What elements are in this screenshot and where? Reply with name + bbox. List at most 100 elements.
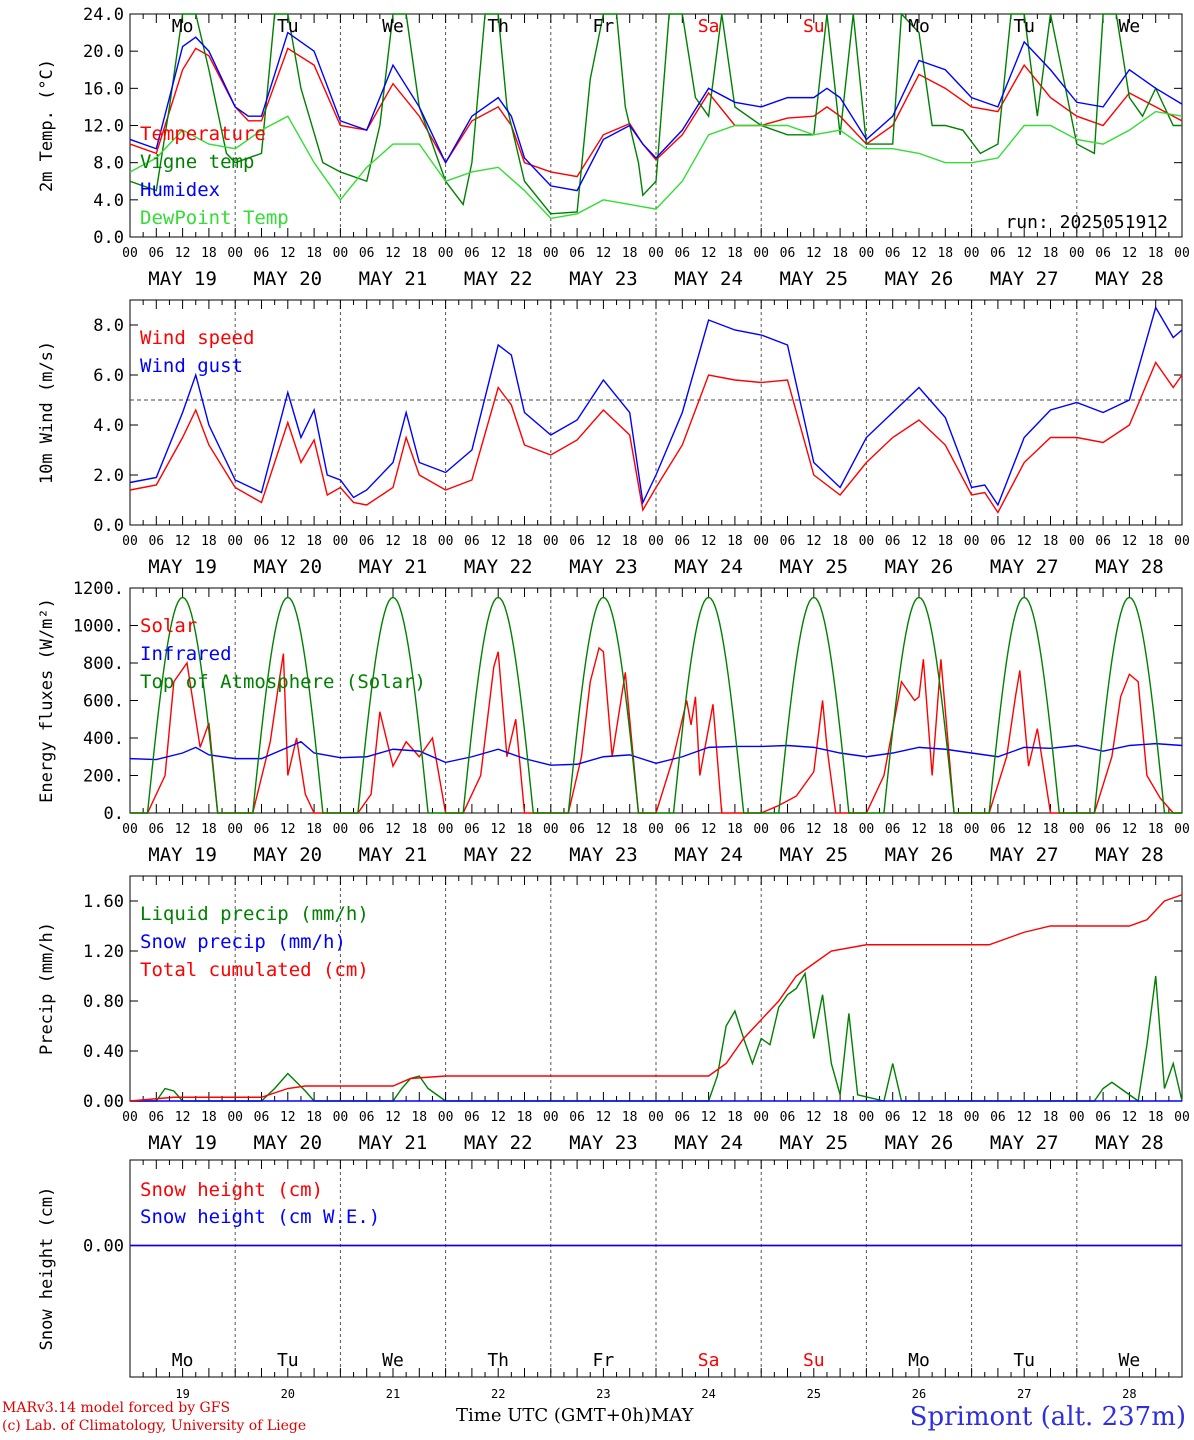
y-tick-label: 0.80 bbox=[83, 992, 124, 1012]
x-day-label: MAY 20 bbox=[253, 844, 322, 866]
x-hour-label: 18 bbox=[622, 1110, 638, 1125]
x-day-label: MAY 26 bbox=[885, 268, 954, 290]
x-day-label: MAY 22 bbox=[464, 268, 533, 290]
x-hour-label: 00 bbox=[333, 246, 349, 261]
month-label: MAY bbox=[650, 1405, 694, 1426]
y-tick-label: 1000. bbox=[73, 617, 124, 637]
x-day-label: MAY 25 bbox=[779, 1132, 848, 1154]
x-hour-label: 18 bbox=[306, 822, 322, 837]
x-hour-label: 00 bbox=[1174, 246, 1190, 261]
x-hour-label: 00 bbox=[1174, 534, 1190, 549]
y-axis-label: Snow height (cm) bbox=[37, 1187, 57, 1351]
day-number-label: 28 bbox=[1122, 1387, 1136, 1401]
day-number-label: 22 bbox=[491, 1387, 505, 1401]
x-hour-label: 00 bbox=[648, 1110, 664, 1125]
x-hour-label: 06 bbox=[464, 1110, 480, 1125]
x-hour-label: 06 bbox=[885, 246, 901, 261]
x-hour-label: 00 bbox=[859, 1110, 875, 1125]
x-day-label: MAY 22 bbox=[464, 844, 533, 866]
x-hour-label: 00 bbox=[753, 534, 769, 549]
x-hour-label: 06 bbox=[148, 822, 164, 837]
x-hour-label: 12 bbox=[175, 246, 191, 261]
x-hour-label: 00 bbox=[964, 822, 980, 837]
x-hour-label: 06 bbox=[990, 1110, 1006, 1125]
x-day-label: MAY 23 bbox=[569, 556, 638, 578]
weekday-label-top: Su bbox=[803, 16, 825, 37]
weekday-label-top: Sa bbox=[698, 16, 720, 37]
x-hour-label: 00 bbox=[333, 822, 349, 837]
x-hour-label: 12 bbox=[1122, 1110, 1138, 1125]
x-hour-label: 06 bbox=[1095, 1110, 1111, 1125]
x-hour-label: 12 bbox=[175, 534, 191, 549]
x-hour-label: 06 bbox=[254, 1110, 270, 1125]
x-hour-label: 12 bbox=[1016, 822, 1032, 837]
x-hour-label: 18 bbox=[832, 822, 848, 837]
x-hour-label: 12 bbox=[280, 1110, 296, 1125]
x-hour-label: 00 bbox=[543, 1110, 559, 1125]
x-hour-label: 06 bbox=[569, 534, 585, 549]
series-line-liquid-precip-mm-h- bbox=[130, 971, 1183, 1103]
x-hour-label: 06 bbox=[569, 246, 585, 261]
x-hour-label: 12 bbox=[596, 822, 612, 837]
x-hour-label: 12 bbox=[490, 534, 506, 549]
x-hour-label: 06 bbox=[359, 534, 375, 549]
x-day-label: MAY 19 bbox=[148, 268, 217, 290]
x-hour-label: 06 bbox=[1095, 822, 1111, 837]
x-day-label: MAY 24 bbox=[674, 844, 743, 866]
y-tick-label: 0.0 bbox=[93, 516, 124, 536]
x-day-label: MAY 24 bbox=[674, 556, 743, 578]
series-line-total-cumulated-cm- bbox=[129, 894, 1183, 1102]
x-day-label: MAY 28 bbox=[1095, 556, 1164, 578]
legend-entry: Liquid precip (mm/h) bbox=[140, 903, 369, 925]
plot-frame bbox=[129, 299, 1183, 526]
series-line-humidex bbox=[129, 31, 1183, 192]
x-day-label: MAY 21 bbox=[359, 1132, 428, 1154]
x-hour-label: 18 bbox=[622, 534, 638, 549]
panel-1 bbox=[129, 12, 1183, 238]
x-hour-label: 12 bbox=[490, 246, 506, 261]
y-tick-label: 400. bbox=[83, 729, 124, 749]
y-tick-label: 16.0 bbox=[83, 79, 124, 99]
x-hour-label: 06 bbox=[464, 822, 480, 837]
weekday-label-bottom: We bbox=[1119, 1350, 1141, 1371]
day-number-label: 20 bbox=[281, 1387, 295, 1401]
x-hour-label: 00 bbox=[333, 534, 349, 549]
weekday-label-bottom: Mo bbox=[172, 1350, 194, 1371]
legend-entry: Wind gust bbox=[140, 355, 243, 377]
x-hour-label: 18 bbox=[832, 1110, 848, 1125]
weekday-label-top: We bbox=[382, 16, 404, 37]
x-hour-label: 18 bbox=[1148, 1110, 1164, 1125]
y-tick-label: 0.40 bbox=[83, 1042, 124, 1062]
legend-entry: Wind speed bbox=[140, 327, 254, 349]
x-hour-label: 18 bbox=[727, 534, 743, 549]
x-day-label: MAY 22 bbox=[464, 556, 533, 578]
x-hour-label: 12 bbox=[701, 534, 717, 549]
x-hour-label: 00 bbox=[438, 1110, 454, 1125]
day-number-label: 21 bbox=[386, 1387, 400, 1401]
x-hour-label: 12 bbox=[280, 822, 296, 837]
x-hour-label: 00 bbox=[648, 822, 664, 837]
x-day-label: MAY 21 bbox=[359, 556, 428, 578]
x-hour-label: 00 bbox=[438, 534, 454, 549]
x-hour-label: 06 bbox=[569, 822, 585, 837]
x-hour-label: 00 bbox=[1069, 534, 1085, 549]
x-hour-label: 06 bbox=[990, 534, 1006, 549]
x-hour-label: 18 bbox=[1148, 822, 1164, 837]
x-hour-label: 00 bbox=[964, 534, 980, 549]
x-hour-label: 00 bbox=[122, 534, 138, 549]
x-hour-label: 06 bbox=[464, 534, 480, 549]
x-hour-label: 12 bbox=[385, 534, 401, 549]
x-hour-label: 06 bbox=[674, 1110, 690, 1125]
x-hour-label: 06 bbox=[990, 822, 1006, 837]
x-hour-label: 00 bbox=[859, 246, 875, 261]
x-hour-label: 12 bbox=[385, 822, 401, 837]
x-hour-label: 06 bbox=[885, 822, 901, 837]
weekday-label-top: We bbox=[1119, 16, 1141, 37]
x-hour-label: 18 bbox=[937, 246, 953, 261]
weekday-label-bottom: Fr bbox=[593, 1350, 615, 1371]
y-axis-label: 10m Wind (m/s) bbox=[37, 341, 57, 484]
series-line-infrared bbox=[129, 740, 1183, 766]
x-day-label: MAY 27 bbox=[990, 1132, 1059, 1154]
x-hour-label: 06 bbox=[885, 534, 901, 549]
x-day-label: MAY 25 bbox=[779, 844, 848, 866]
